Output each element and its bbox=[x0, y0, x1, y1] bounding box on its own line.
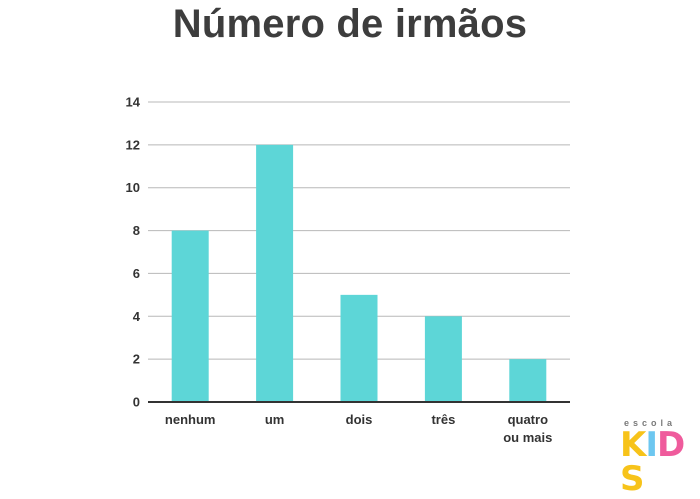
y-tick-label: 14 bbox=[126, 95, 141, 110]
x-category-label: quatro ou mais bbox=[503, 412, 552, 445]
y-tick-label: 10 bbox=[126, 180, 140, 195]
bar-chart: 0 2 4 6 8 10 12 14 nenhum um dois três quatro ou mai… bbox=[126, 95, 570, 445]
bar bbox=[340, 294, 378, 402]
bar bbox=[509, 359, 547, 402]
bars bbox=[171, 144, 547, 402]
x-category-label: um bbox=[265, 412, 285, 427]
x-axis-labels: nenhum um dois três quatro ou mais bbox=[165, 412, 552, 445]
logo-top-text: escola bbox=[624, 418, 677, 428]
logo-letter: S bbox=[620, 459, 644, 499]
y-tick-label: 8 bbox=[133, 223, 140, 238]
y-tick-label: 4 bbox=[133, 309, 141, 324]
escola-kids-logo: escola KIDS bbox=[620, 418, 696, 496]
x-category-label: dois bbox=[346, 412, 373, 427]
logo-letters: KIDS bbox=[620, 428, 696, 496]
bar bbox=[424, 316, 462, 402]
bar bbox=[171, 230, 209, 402]
y-axis-ticks: 0 2 4 6 8 10 12 14 bbox=[126, 95, 141, 410]
x-category-label: três bbox=[431, 412, 455, 427]
logo-letter: D bbox=[657, 425, 685, 465]
bar bbox=[256, 144, 294, 402]
y-tick-label: 2 bbox=[133, 352, 140, 367]
logo-letter: I bbox=[645, 425, 658, 465]
logo-letter: K bbox=[620, 425, 646, 465]
chart-title: Número de irmãos bbox=[172, 2, 528, 46]
y-tick-label: 12 bbox=[126, 137, 140, 152]
y-tick-label: 0 bbox=[133, 395, 140, 410]
x-category-label: nenhum bbox=[165, 412, 216, 427]
y-tick-label: 6 bbox=[133, 266, 140, 281]
